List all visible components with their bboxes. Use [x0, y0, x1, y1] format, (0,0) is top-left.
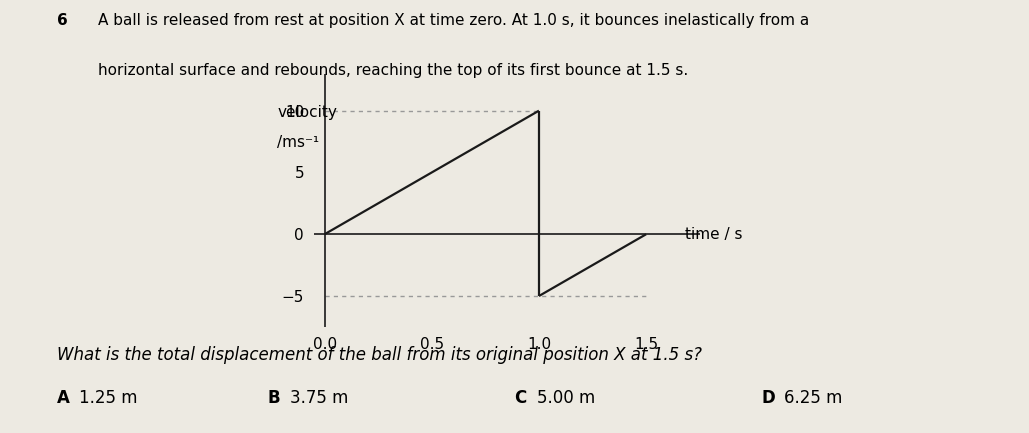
Text: D: D — [761, 389, 775, 407]
Text: A: A — [57, 389, 70, 407]
Text: 6.25 m: 6.25 m — [784, 389, 843, 407]
Text: time / s: time / s — [684, 227, 742, 242]
Text: 6: 6 — [57, 13, 67, 28]
Text: A ball is released from rest at position X at time zero. At 1.0 s, it bounces in: A ball is released from rest at position… — [98, 13, 809, 28]
Text: /ms⁻¹: /ms⁻¹ — [278, 136, 320, 150]
Text: What is the total displacement of the ball from its original position X at 1.5 s: What is the total displacement of the ba… — [57, 346, 702, 365]
Text: velocity: velocity — [278, 104, 338, 120]
Text: 1.25 m: 1.25 m — [79, 389, 138, 407]
Text: 3.75 m: 3.75 m — [290, 389, 349, 407]
Text: 5.00 m: 5.00 m — [537, 389, 596, 407]
Text: horizontal surface and rebounds, reaching the top of its first bounce at 1.5 s.: horizontal surface and rebounds, reachin… — [98, 63, 688, 78]
Text: C: C — [514, 389, 527, 407]
Text: B: B — [268, 389, 280, 407]
